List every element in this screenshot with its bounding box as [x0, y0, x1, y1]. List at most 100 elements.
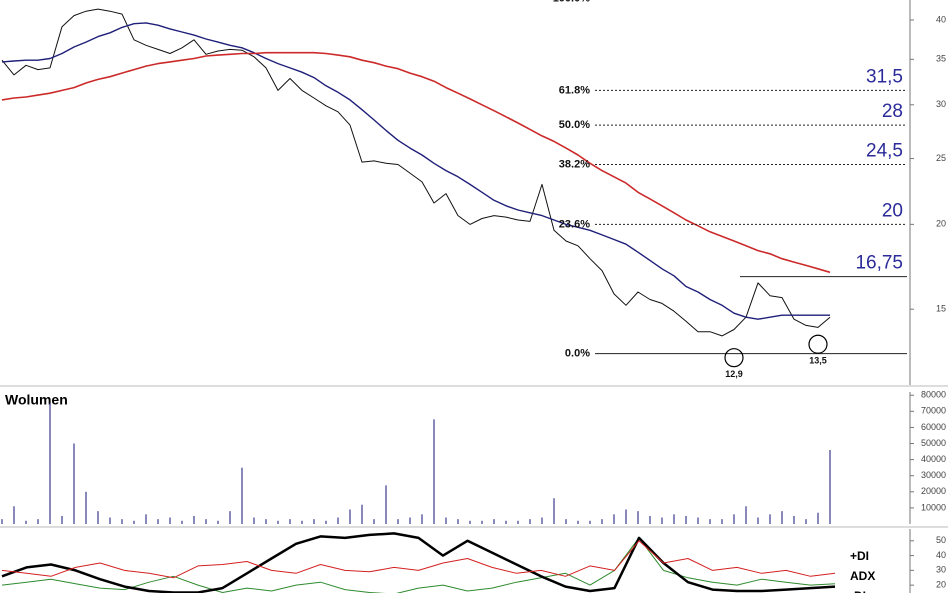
volume-bar: [49, 403, 51, 524]
volume-bar: [241, 467, 243, 524]
volume-bar: [253, 517, 255, 524]
volume-bar: [805, 519, 807, 524]
series-line: [1, 51, 831, 274]
low-label: 13,5: [809, 356, 827, 366]
y-tick-label: 35: [936, 54, 946, 64]
volume-bar: [577, 520, 579, 524]
level-ratio-label: 0.0%: [565, 348, 590, 360]
volume-bar: [769, 514, 771, 524]
volume-bar: [661, 517, 663, 524]
volume-bar: [781, 511, 783, 524]
series-line: [1, 537, 836, 593]
volume-bar: [589, 520, 591, 524]
volume-bar: [229, 511, 231, 524]
series-line: [1, 22, 830, 320]
level-ratio-label: 61.8%: [559, 84, 590, 96]
y-tick-label: 70000: [921, 406, 946, 416]
volume-bar: [745, 506, 747, 524]
level-ratio-label: 23.6%: [559, 218, 590, 230]
y-tick-label: 40: [936, 14, 946, 24]
volume-bar: [673, 514, 675, 524]
volume-bar: [817, 512, 819, 524]
volume-bar: [433, 419, 435, 524]
volume-bar: [793, 515, 795, 524]
y-tick-label: 50000: [921, 438, 946, 448]
legend-label: -DI: [850, 589, 866, 593]
y-tick-label: 60000: [921, 422, 946, 432]
volume-bar: [685, 515, 687, 524]
level-value-label: 31,5: [866, 66, 903, 87]
volume-bar: [25, 520, 27, 524]
level-ratio-label: 50.0%: [559, 119, 590, 131]
y-tick-label: 30: [936, 565, 946, 575]
volume-bar: [457, 519, 459, 524]
volume-bar: [85, 491, 87, 524]
volume-bar: [325, 520, 327, 524]
volume-bar: [445, 517, 447, 524]
volume-bar: [13, 506, 15, 524]
y-tick-label: 25: [936, 153, 946, 163]
y-tick-label: 20: [936, 219, 946, 229]
series-line: [1, 8, 831, 337]
y-tick-label: 30: [936, 99, 946, 109]
volume-bar: [289, 519, 291, 524]
volume-bar: [493, 519, 495, 524]
volume-bar: [193, 515, 195, 524]
level-value-label: 24,5: [866, 141, 903, 162]
volume-bar: [1, 519, 3, 524]
volume-bar: [565, 519, 567, 524]
y-tick-label: 15: [936, 304, 946, 314]
level-ratio-label: 38.2%: [559, 158, 590, 170]
volume-bar: [469, 520, 471, 524]
y-tick-label: 40: [936, 550, 946, 560]
volume-bar: [169, 517, 171, 524]
y-tick-label: 80000: [921, 390, 946, 400]
legend-label: +DI: [850, 549, 869, 563]
volume-bar: [133, 520, 135, 524]
low-marker: [724, 348, 744, 368]
legend-label: ADX: [850, 569, 875, 583]
y-tick-label: 10000: [921, 502, 946, 512]
panel-title: Wolumen: [5, 392, 68, 408]
level-value-label: 20: [882, 200, 903, 221]
volume-bar: [373, 519, 375, 524]
y-tick-label: 40000: [921, 454, 946, 464]
volume-bar: [301, 520, 303, 524]
volume-bar: [349, 509, 351, 524]
volume-bar: [481, 520, 483, 524]
volume-bar: [421, 514, 423, 524]
volume-bar: [625, 509, 627, 524]
volume-bar: [265, 519, 267, 524]
volume-bar: [721, 519, 723, 524]
y-tick-label: 20000: [921, 486, 946, 496]
volume-bar: [397, 519, 399, 524]
volume-bar: [709, 519, 711, 524]
volume-bar: [37, 519, 39, 524]
volume-bar: [733, 514, 735, 524]
level-value-label: 28: [882, 101, 903, 122]
volume-bar: [409, 517, 411, 524]
y-tick-label: 30000: [921, 470, 946, 480]
volume-bar: [613, 514, 615, 524]
volume-bar: [97, 511, 99, 524]
volume-bar: [337, 517, 339, 524]
level-value-label: 16,75: [855, 253, 903, 274]
volume-bar: [385, 485, 387, 524]
low-marker: [808, 334, 828, 354]
volume-bar: [361, 504, 363, 524]
volume-bar: [601, 519, 603, 524]
series-line: [1, 532, 836, 593]
series-line: [1, 540, 836, 579]
level-ratio-label: 100.0%: [553, 0, 591, 5]
volume-bar: [157, 519, 159, 524]
volume-bar: [697, 517, 699, 524]
volume-bar: [61, 515, 63, 524]
volume-bar: [217, 520, 219, 524]
low-label: 12,9: [725, 369, 743, 379]
volume-bar: [505, 520, 507, 524]
volume-bar: [109, 517, 111, 524]
volume-bar: [121, 519, 123, 524]
